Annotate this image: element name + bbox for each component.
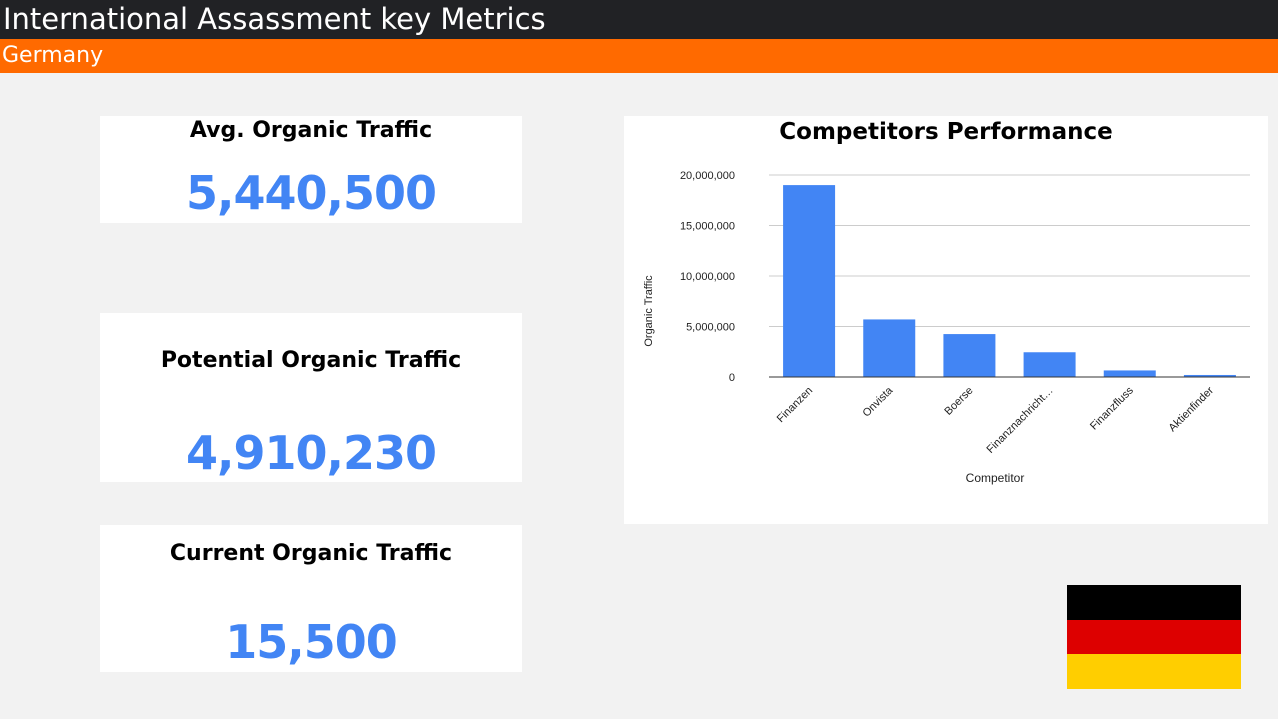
page-title: International Assassment key Metrics — [0, 0, 1278, 39]
chart-title: Competitors Performance — [779, 119, 1113, 145]
y-tick-label: 20,000,000 — [680, 170, 735, 182]
competitors-bar-chart: 0 5,000,000 10,000,000 15,000,000 20,000,000… — [643, 170, 1250, 485]
y-tick-label: 15,000,000 — [680, 221, 735, 233]
bar — [943, 334, 996, 377]
potential-organic-traffic-value: 4,910,230 — [186, 426, 437, 480]
potential-organic-traffic-label: Potential Organic Traffic — [160, 348, 462, 373]
current-organic-traffic-card: Current Organic Traffic 15,500 — [100, 525, 522, 672]
germany-flag-icon — [1067, 585, 1241, 689]
y-tick-label: 0 — [729, 372, 735, 384]
x-tick-label: Finanznachricht… — [985, 385, 1056, 456]
x-tick-label: Finanzfluss — [1088, 384, 1136, 432]
x-tick-label: Onvista — [861, 384, 896, 419]
x-axis-title: Competitor — [966, 471, 1025, 485]
avg-organic-traffic-card: Avg. Organic Traffic 5,440,500 — [100, 116, 522, 223]
current-organic-traffic-label: Current Organic Traffic — [169, 541, 453, 566]
x-tick-label: Aktienfinder — [1166, 384, 1216, 434]
bar — [1183, 374, 1236, 377]
bar — [863, 319, 916, 377]
x-tick-label: Finanzen — [775, 385, 815, 425]
bar — [1023, 352, 1076, 377]
avg-organic-traffic-label: Avg. Organic Traffic — [189, 118, 433, 143]
flag-stripe-gold — [1067, 654, 1241, 689]
flag-stripe-red — [1067, 619, 1241, 655]
competitors-chart-card: Competitors Performance 0 5,000,000 10,000… — [624, 116, 1268, 524]
current-organic-traffic-value: 15,500 — [225, 615, 398, 669]
bar — [783, 185, 836, 377]
bar — [1103, 370, 1156, 377]
x-tick-label: Boerse — [942, 385, 975, 418]
avg-organic-traffic-value: 5,440,500 — [186, 166, 437, 220]
y-axis-title: Organic Traffic — [643, 275, 655, 347]
potential-organic-traffic-card: Potential Organic Traffic 4,910,230 — [100, 313, 522, 482]
country-subtitle: Germany — [0, 39, 1278, 73]
flag-stripe-black — [1067, 585, 1241, 620]
y-tick-label: 5,000,000 — [686, 322, 735, 334]
y-tick-label: 10,000,000 — [680, 271, 735, 283]
